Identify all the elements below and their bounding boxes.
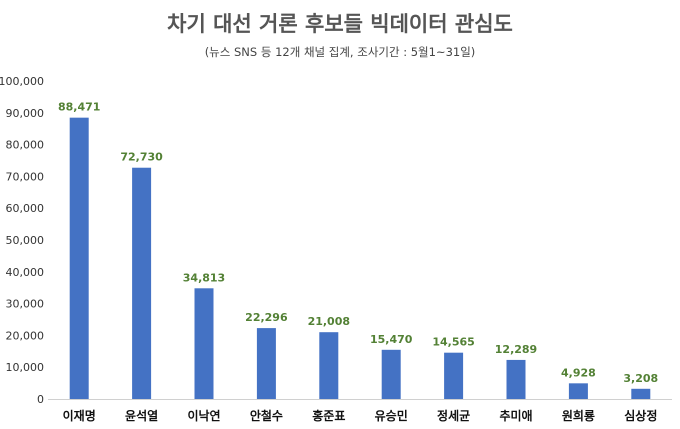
x-tick-label: 윤석열 — [125, 408, 158, 423]
y-tick-label: 50,000 — [6, 234, 45, 247]
bar-3 — [194, 288, 214, 399]
bar-6 — [381, 349, 401, 399]
y-tick-label: 70,000 — [6, 170, 45, 183]
data-label: 22,296 — [245, 311, 288, 324]
x-tick-label: 정세균 — [437, 408, 470, 423]
y-tick-label: 10,000 — [6, 361, 45, 374]
chart-title: 차기 대선 거론 후보들 빅데이터 관심도 — [167, 12, 513, 36]
bar-5 — [319, 332, 339, 399]
y-tick-label: 30,000 — [6, 298, 45, 311]
data-label: 12,289 — [495, 343, 537, 356]
y-tick-label: 0 — [37, 393, 44, 406]
y-tick-label: 90,000 — [6, 107, 45, 120]
x-tick-label: 홍준표 — [312, 408, 345, 423]
chart-subtitle: (뉴스 SNS 등 12개 채널 집계, 조사기간 : 5월1~31일) — [204, 45, 476, 59]
y-tick-label: 20,000 — [6, 329, 45, 342]
x-tick-label: 이낙연 — [187, 408, 220, 423]
bar-9 — [568, 383, 588, 399]
bar-8 — [506, 359, 526, 399]
data-label: 4,928 — [561, 366, 596, 379]
bar-2 — [132, 167, 152, 399]
data-label: 3,208 — [623, 372, 658, 385]
y-tick-label: 40,000 — [6, 266, 45, 279]
x-tick-label: 유승민 — [375, 408, 408, 423]
bar-4 — [256, 328, 276, 399]
x-tick-label: 원희룡 — [562, 408, 595, 423]
x-tick-label: 심상정 — [624, 408, 657, 423]
data-label: 34,813 — [183, 271, 225, 284]
data-label: 21,008 — [308, 315, 350, 328]
bar-1 — [69, 117, 89, 399]
y-tick-label: 80,000 — [6, 139, 45, 152]
bar-10 — [631, 388, 651, 399]
data-label: 88,471 — [58, 101, 100, 114]
data-label: 72,730 — [120, 151, 163, 164]
y-tick-label: 60,000 — [6, 202, 45, 215]
x-tick-label: 추미애 — [499, 408, 532, 423]
data-label: 14,565 — [432, 336, 474, 349]
bar-7 — [444, 352, 464, 399]
y-tick-label: 100,000 — [0, 75, 44, 88]
x-tick-label: 안철수 — [250, 408, 283, 423]
x-tick-label: 이재명 — [63, 408, 96, 423]
data-label: 15,470 — [370, 333, 413, 346]
